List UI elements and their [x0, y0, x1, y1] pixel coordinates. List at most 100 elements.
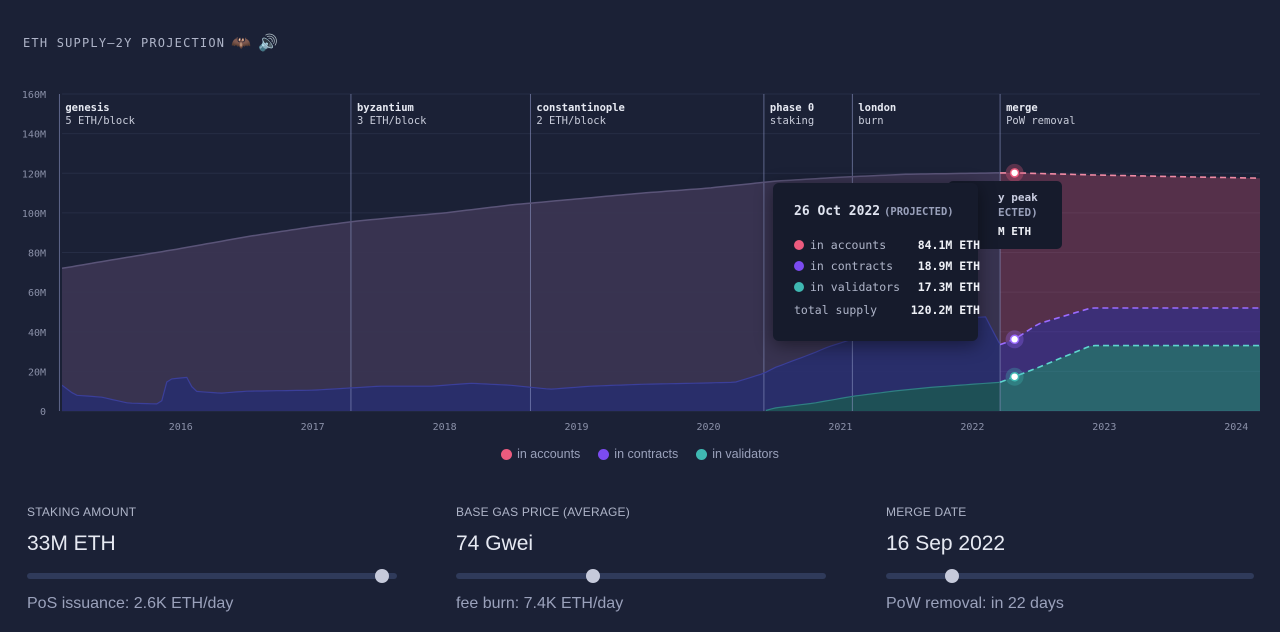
event-detail: staking	[770, 115, 814, 127]
contracts-line	[62, 316, 1001, 405]
slider-knob[interactable]	[375, 569, 390, 583]
accounts-area-projected	[1000, 172, 1260, 345]
contracts-area-historical	[62, 316, 1001, 411]
gas-price-slider[interactable]	[456, 569, 826, 583]
staking-amount-slider[interactable]	[27, 569, 397, 583]
tooltip-row-label: in accounts	[810, 238, 887, 252]
event-name: genesis	[65, 102, 109, 114]
event-name: london	[858, 102, 896, 114]
tooltip-total-value: 120.2M ETH	[910, 303, 980, 317]
event-detail: 3 ETH/block	[357, 115, 427, 127]
event-name: merge	[1006, 102, 1038, 114]
y-tick-label: 60M	[28, 288, 46, 299]
validators-area-historical	[765, 382, 1001, 411]
legend-item-validators[interactable]: in validators	[696, 447, 779, 461]
slider-knob[interactable]	[945, 569, 960, 583]
tooltip-date-text: 26 Oct 2022	[794, 204, 881, 219]
event-detail: burn	[858, 115, 883, 127]
event-detail: 5 ETH/block	[65, 115, 135, 127]
x-tick-label: 2019	[565, 422, 589, 433]
marker-point	[1009, 334, 1020, 345]
tooltip-row-validators: in validators 17.3M ETH	[794, 280, 980, 294]
legend-dot	[598, 448, 610, 460]
total-supply-projected-line	[1000, 172, 1260, 179]
x-tick-label: 2017	[301, 422, 325, 433]
y-tick-label: 20M	[28, 367, 46, 378]
x-tick-label: 2021	[828, 422, 852, 433]
merge-date-label: MERGE DATE	[886, 505, 967, 519]
chart-title-text: ETH SUPPLY—2Y PROJECTION	[23, 35, 226, 50]
merge-date-slider[interactable]	[886, 569, 1254, 583]
pos-issuance-text: PoS issuance: 2.6K ETH/day	[27, 595, 234, 612]
peak-line2: ECTED)	[998, 206, 1038, 219]
gas-price-value: 74 Gwei	[456, 532, 534, 555]
total-supply-line	[62, 172, 1001, 270]
tooltip-projected-tag: (PROJECTED)	[884, 206, 954, 218]
peak-line1: y peak	[998, 191, 1038, 204]
bat-icon: 🦇	[231, 33, 253, 52]
staking-amount-value: 33M ETH	[27, 532, 116, 555]
tooltip-row-value: 17.3M ETH	[917, 280, 980, 294]
event-name: constantinople	[536, 102, 625, 114]
legend-dot	[696, 448, 708, 460]
tooltip-dot	[794, 282, 804, 292]
y-tick-label: 0	[40, 407, 46, 418]
tooltip-row-contracts: in contracts 18.9M ETH	[794, 259, 980, 273]
peak-line3: M ETH	[998, 225, 1032, 238]
hover-tooltip: 26 Oct 2022 (PROJECTED) in accounts 84.1M…	[773, 183, 980, 341]
tooltip-date: 26 Oct 2022 (PROJECTED)	[794, 204, 954, 219]
y-tick-label: 100M	[22, 209, 46, 220]
tooltip-row-value: 84.1M ETH	[917, 238, 980, 252]
tooltip-row-label: in validators	[810, 280, 901, 294]
x-tick-label: 2018	[433, 422, 457, 433]
accounts-area-historical	[62, 172, 1001, 404]
tooltip-total-label: total supply	[794, 303, 878, 317]
merge-date-value: 16 Sep 2022	[886, 532, 1006, 555]
fee-burn-text: fee burn: 7.4K ETH/day	[456, 595, 624, 612]
merge-date-control: MERGE DATE 16 Sep 2022 PoW removal: in 2…	[886, 505, 1254, 613]
legend-label: in validators	[712, 447, 779, 461]
event-detail: 2 ETH/block	[536, 115, 606, 127]
x-tick-label: 2023	[1092, 422, 1116, 433]
contracts-area-projected	[1000, 308, 1260, 383]
x-tick-label: 2024	[1224, 422, 1248, 433]
slider-knob[interactable]	[585, 569, 600, 583]
chart-title: ETH SUPPLY—2Y PROJECTION 🦇 🔊	[23, 33, 279, 52]
validators-line	[765, 381, 1001, 412]
speaker-icon[interactable]: 🔊	[258, 33, 280, 52]
tooltip-row-label: in contracts	[810, 259, 894, 273]
tooltip-dot	[794, 240, 804, 250]
tooltip-row-accounts: in accounts 84.1M ETH	[794, 238, 980, 252]
x-tick-label: 2020	[696, 422, 720, 433]
staking-amount-label: STAKING AMOUNT	[27, 505, 137, 519]
tooltip-dot	[794, 261, 804, 271]
legend-item-contracts[interactable]: in contracts	[598, 447, 678, 461]
event-name: phase 0	[770, 102, 814, 114]
tooltip-row-total: total supply 120.2M ETH	[794, 303, 980, 317]
legend-label: in accounts	[517, 447, 581, 461]
y-tick-label: 80M	[28, 249, 46, 260]
event-detail: PoW removal	[1006, 115, 1076, 127]
event-name: byzantium	[357, 102, 414, 114]
legend-label: in contracts	[614, 447, 679, 461]
marker-point	[1009, 168, 1020, 178]
validators-area-projected	[1000, 345, 1260, 411]
gas-price-control: BASE GAS PRICE (AVERAGE) 74 Gwei fee bur…	[456, 505, 826, 613]
staking-amount-control: STAKING AMOUNT 33M ETH PoS issuance: 2.6…	[27, 505, 397, 613]
gas-price-label: BASE GAS PRICE (AVERAGE)	[456, 505, 630, 519]
legend-item-accounts[interactable]: in accounts	[501, 447, 580, 461]
contracts-projected-line	[999, 307, 1260, 346]
pow-removal-text: PoW removal: in 22 days	[886, 595, 1064, 612]
validators-projected-line	[999, 344, 1260, 383]
chart-legend: in accounts in contracts in validators	[0, 447, 1280, 461]
legend-dot	[501, 448, 513, 460]
y-tick-label: 120M	[22, 169, 46, 180]
y-tick-label: 140M	[22, 130, 46, 141]
x-tick-label: 2016	[169, 422, 193, 433]
y-tick-label: 160M	[22, 90, 46, 101]
x-tick-label: 2022	[960, 422, 984, 433]
y-tick-label: 40M	[28, 328, 46, 339]
marker-point	[1009, 371, 1020, 382]
tooltip-row-value: 18.9M ETH	[917, 259, 980, 273]
